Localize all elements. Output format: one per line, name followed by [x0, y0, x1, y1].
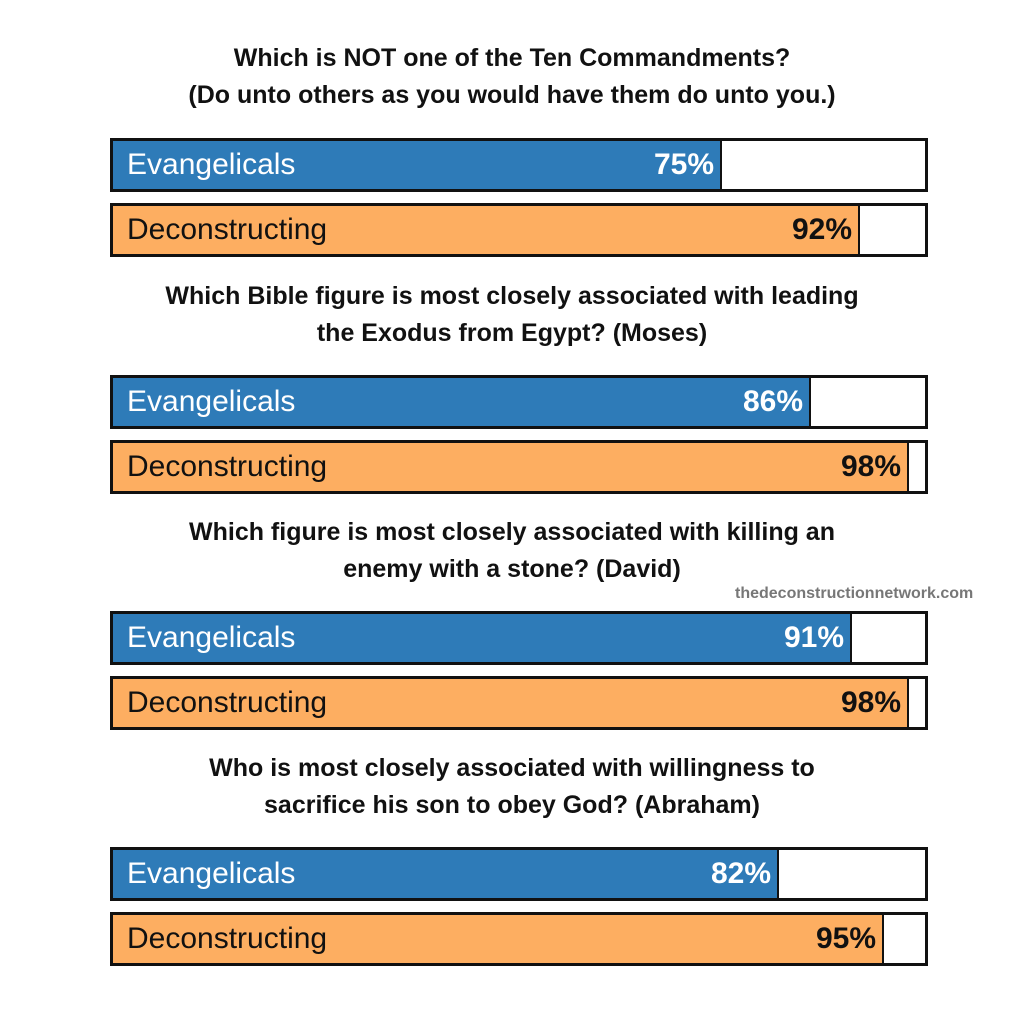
series-label: Evangelicals: [127, 148, 296, 181]
series-label: Deconstructing: [127, 686, 328, 719]
deconstructing-bar: Deconstructing 98%: [110, 676, 928, 730]
value-label: 95%: [815, 922, 876, 955]
value-label: 91%: [783, 621, 844, 654]
evangelicals-bar-fill: [113, 614, 852, 662]
deconstructing-bar: Deconstructing 92%: [110, 203, 928, 257]
series-label: Deconstructing: [127, 213, 328, 246]
evangelicals-bar: Evangelicals 82%: [110, 847, 928, 901]
series-label: Deconstructing: [127, 922, 328, 955]
question-line-2: enemy with a stone? (David): [343, 555, 681, 583]
series-label: Evangelicals: [127, 385, 296, 418]
question-text: Who is most closely associated with will…: [0, 750, 1024, 824]
value-label: 75%: [653, 148, 714, 181]
question-text: Which Bible figure is most closely assoc…: [0, 278, 1024, 352]
series-label: Deconstructing: [127, 450, 328, 483]
evangelicals-bar-fill: [113, 850, 779, 898]
deconstructing-bar-fill: [113, 915, 884, 963]
deconstructing-bar: Deconstructing 98%: [110, 440, 928, 494]
question-line-1: Which Bible figure is most closely assoc…: [165, 282, 859, 310]
question-line-1: Which figure is most closely associated …: [189, 518, 835, 546]
deconstructing-bar: Deconstructing 95%: [110, 912, 928, 966]
question-line-1: Which is NOT one of the Ten Commandments…: [233, 44, 791, 72]
value-label: 86%: [742, 385, 803, 418]
evangelicals-bar-fill: [113, 378, 811, 426]
question-line-1: Who is most closely associated with will…: [209, 754, 815, 782]
question-line-2: (Do unto others as you would have them d…: [188, 81, 836, 109]
evangelicals-bar: Evangelicals 91%: [110, 611, 928, 665]
deconstructing-bar-fill: [113, 679, 909, 727]
evangelicals-bar-fill: [113, 141, 722, 189]
question-text: Which figure is most closely associated …: [0, 514, 1024, 588]
question-line-2: the Exodus from Egypt? (Moses): [316, 319, 708, 347]
deconstructing-bar-fill: [113, 443, 909, 491]
series-label: Evangelicals: [127, 621, 296, 654]
evangelicals-bar: Evangelicals 75%: [110, 138, 928, 192]
question-text: Which is NOT one of the Ten Commandments…: [0, 40, 1024, 114]
value-label: 98%: [840, 686, 901, 719]
value-label: 82%: [710, 857, 771, 890]
series-label: Evangelicals: [127, 857, 296, 890]
watermark: thedeconstructionnetwork.com: [735, 585, 974, 602]
value-label: 98%: [840, 450, 901, 483]
value-label: 92%: [791, 213, 852, 246]
question-line-2: sacrifice his son to obey God? (Abraham): [264, 791, 760, 819]
deconstructing-bar-fill: [113, 206, 860, 254]
evangelicals-bar: Evangelicals 86%: [110, 375, 928, 429]
